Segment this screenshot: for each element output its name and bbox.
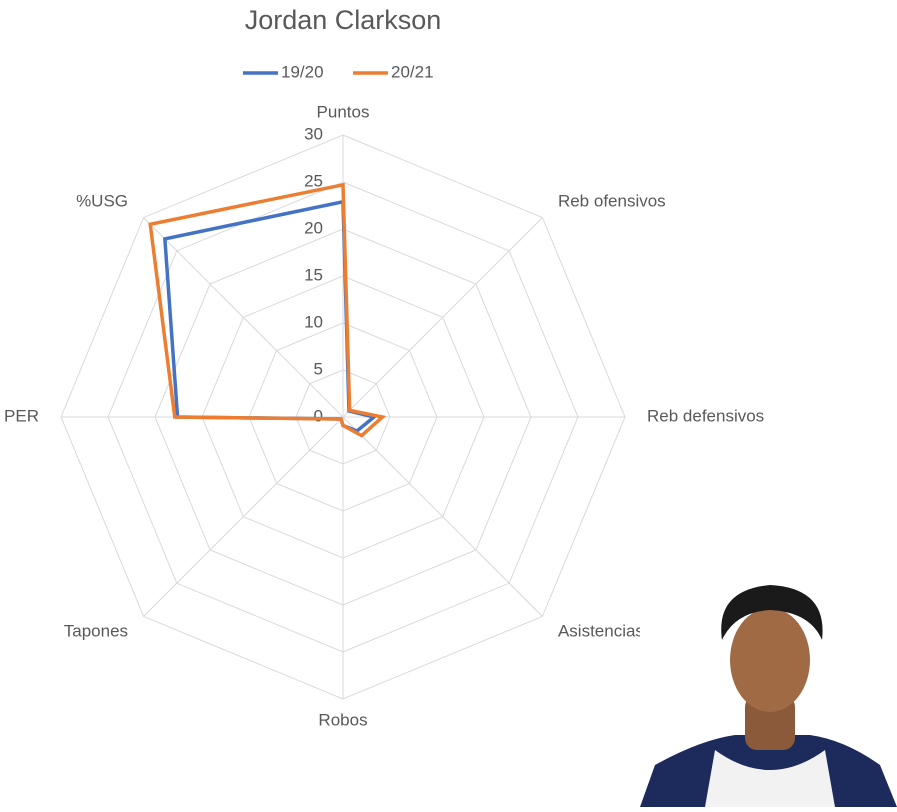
r-tick-label: 30 [304, 124, 323, 143]
spoke [343, 218, 542, 417]
legend-label: 20/21 [391, 62, 434, 81]
chart-title: Jordan Clarkson [245, 5, 442, 35]
r-tick-label: 25 [304, 171, 323, 190]
player-photo [640, 585, 897, 807]
category-label: Puntos [317, 102, 370, 121]
face [730, 608, 810, 712]
r-tick-label: 0 [314, 406, 323, 425]
category-label: Tapones [64, 621, 128, 640]
category-label: Reb ofensivos [558, 192, 666, 211]
category-label: %USG [76, 192, 128, 211]
r-tick-label: 5 [314, 359, 323, 378]
spoke [343, 417, 542, 616]
legend: 19/20 20/21 [243, 62, 434, 81]
category-label: Robos [318, 710, 367, 729]
category-label: Reb defensivos [647, 406, 764, 425]
spoke [144, 417, 343, 616]
page: Jordan Clarkson 19/20 20/21 0 5 10 15 20 25 30 P… [0, 0, 897, 812]
category-label: PER [4, 406, 39, 425]
category-label: Asistencias [558, 621, 644, 640]
r-tick-label: 10 [304, 312, 323, 331]
chart: Jordan Clarkson 19/20 20/21 0 5 10 15 20 25 30 P… [0, 0, 897, 807]
r-tick-label: 15 [304, 265, 323, 284]
legend-label: 19/20 [281, 62, 324, 81]
series-line [150, 185, 382, 436]
r-tick-label: 20 [304, 218, 323, 237]
